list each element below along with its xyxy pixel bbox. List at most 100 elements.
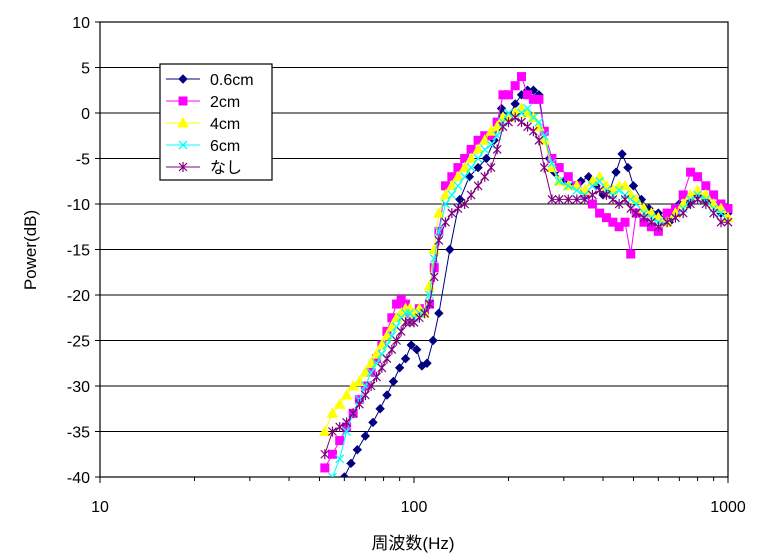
data-point <box>486 140 496 150</box>
data-point <box>620 194 630 205</box>
data-point <box>424 290 434 300</box>
data-point <box>460 199 470 209</box>
data-point <box>428 243 441 254</box>
data-point <box>701 181 711 191</box>
data-point <box>653 221 663 232</box>
data-point <box>466 163 476 173</box>
data-point <box>340 389 353 400</box>
data-point <box>433 207 445 218</box>
legend-marker <box>178 140 188 150</box>
data-point <box>320 463 330 473</box>
y-tick-label: 10 <box>72 15 90 32</box>
data-point <box>382 390 392 400</box>
data-point <box>617 149 627 159</box>
legend-marker <box>178 162 188 172</box>
data-point <box>534 117 544 127</box>
data-point <box>320 449 330 460</box>
legend-item: なし <box>166 159 242 177</box>
data-point <box>572 185 582 195</box>
data-point <box>534 94 544 104</box>
data-point <box>480 171 490 182</box>
data-point <box>360 431 371 441</box>
data-point <box>517 108 526 118</box>
data-point <box>370 348 383 359</box>
data-point <box>693 194 702 205</box>
data-point <box>646 217 656 228</box>
data-point <box>327 449 337 459</box>
data-point <box>547 158 557 168</box>
data-point <box>523 103 533 113</box>
x-tick-label: 10 <box>91 499 109 516</box>
data-point <box>365 357 377 368</box>
data-point <box>614 222 624 232</box>
data-point <box>434 308 444 318</box>
legend-item: 6cm <box>166 138 240 155</box>
data-point <box>614 199 624 209</box>
data-point <box>639 212 649 223</box>
data-point <box>662 208 672 218</box>
x-axis-title: 周波数(Hz) <box>371 534 454 553</box>
data-point <box>446 179 458 191</box>
data-point <box>580 194 590 205</box>
data-point <box>342 427 352 436</box>
data-point <box>352 444 363 455</box>
series-5 <box>320 112 733 460</box>
data-point <box>339 472 350 477</box>
data-point <box>394 363 405 373</box>
data-point <box>453 181 463 191</box>
data-point <box>473 162 483 173</box>
data-point <box>510 112 520 123</box>
data-point <box>318 425 331 436</box>
data-point <box>517 117 526 128</box>
data-point <box>392 335 401 346</box>
data-point <box>670 212 680 223</box>
data-point <box>375 404 385 414</box>
data-point <box>439 188 452 200</box>
data-point <box>587 181 597 191</box>
data-point <box>601 189 611 200</box>
legend-item: 4cm <box>166 116 240 133</box>
data-point <box>608 194 618 205</box>
data-point <box>716 208 726 218</box>
data-point <box>686 167 696 177</box>
data-point <box>366 367 376 377</box>
data-point <box>595 176 605 186</box>
data-point <box>466 189 476 200</box>
data-point <box>709 208 719 219</box>
data-point <box>678 208 688 219</box>
data-point <box>631 199 641 209</box>
data-point <box>411 344 422 355</box>
data-point <box>701 199 711 209</box>
data-point <box>420 308 429 319</box>
data-point <box>583 171 594 182</box>
legend-label: 4cm <box>210 116 240 133</box>
data-point <box>547 194 557 205</box>
data-point <box>473 180 483 191</box>
data-point <box>434 235 444 246</box>
data-point <box>608 217 618 227</box>
data-point <box>662 217 672 228</box>
data-point <box>441 199 450 209</box>
data-point <box>628 181 639 191</box>
data-point <box>554 194 564 205</box>
data-point <box>709 190 719 200</box>
data-point <box>377 362 387 373</box>
data-point <box>342 417 352 428</box>
data-point <box>693 172 703 182</box>
data-point <box>460 172 470 182</box>
data-point <box>366 381 376 391</box>
legend-marker <box>177 116 189 128</box>
data-point <box>554 176 564 186</box>
data-point <box>626 203 636 214</box>
data-point <box>401 317 410 328</box>
x-tick-label: 100 <box>401 499 428 516</box>
data-point <box>492 144 502 155</box>
data-point <box>382 353 392 364</box>
data-point <box>538 134 551 145</box>
data-point <box>428 335 438 346</box>
legend-label: 6cm <box>210 138 240 155</box>
data-point <box>716 217 726 228</box>
data-point <box>481 153 492 164</box>
data-point <box>601 213 611 223</box>
